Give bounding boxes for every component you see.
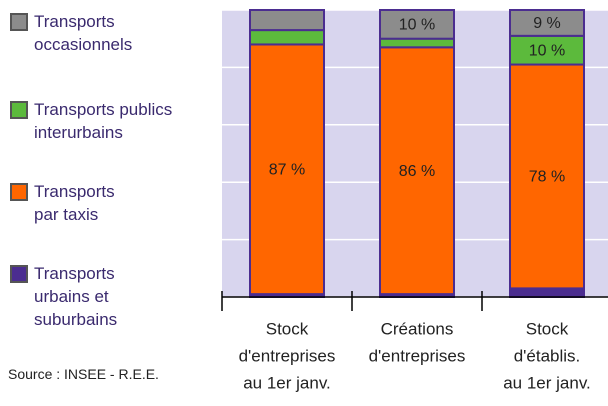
data-label: 87 % [269, 162, 305, 179]
x-tick-label: Créations [381, 319, 454, 338]
bar-segment [379, 9, 455, 40]
x-tick-label: d'établis. [514, 346, 581, 365]
source: Source : INSEE - R.E.E. [8, 366, 159, 382]
bar-segment [509, 287, 585, 299]
bar-segment [249, 9, 325, 32]
x-tick-label: d'entreprises [369, 346, 466, 365]
data-label: 10 % [399, 17, 435, 34]
data-label: 9 % [533, 15, 561, 32]
bar-segment [249, 43, 325, 296]
legend-label: Transports urbains et suburbains [34, 264, 118, 329]
x-tick-label: d'entreprises [239, 346, 336, 365]
data-label: 10 % [529, 42, 565, 59]
data-label: 78 % [529, 169, 565, 186]
bar-segment [509, 9, 585, 37]
x-tick-label: Stock [266, 319, 309, 338]
legend-label: Transports par taxis [34, 182, 115, 224]
legend-label: Transports occasionnels [34, 12, 133, 54]
data-label: 86 % [399, 163, 435, 180]
legend-item: Transports publics interurbains [10, 98, 210, 144]
legend-swatch [10, 101, 28, 119]
legend-swatch [10, 265, 28, 283]
legend-swatch [10, 13, 28, 31]
legend-item: Transports occasionnels [10, 10, 210, 56]
bar-segment [249, 29, 325, 46]
legend-item: Transports par taxis [10, 180, 210, 226]
legend-item: Transports urbains et suburbains [10, 262, 210, 331]
bar-segment [509, 63, 585, 290]
bar-segment [509, 34, 585, 66]
x-tick-label: au 1er janv. [503, 373, 591, 392]
legend-label: Transports publics interurbains [34, 100, 173, 142]
x-tick-label: au 1er janv. [243, 373, 331, 392]
bar-segment [379, 46, 455, 296]
bar-segment [379, 37, 455, 49]
x-tick-label: Stock [526, 319, 569, 338]
legend-swatch [10, 183, 28, 201]
